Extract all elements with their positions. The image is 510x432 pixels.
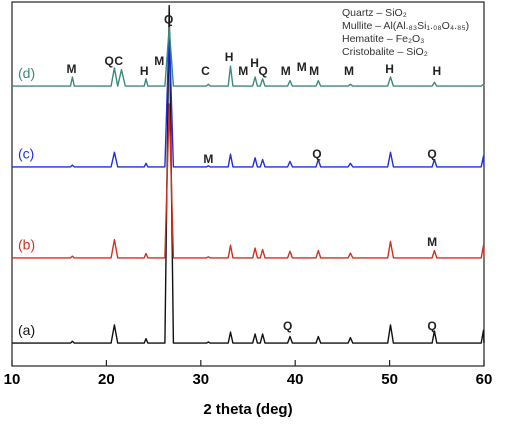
peak-label: M bbox=[309, 64, 319, 78]
x-tick-label: 60 bbox=[476, 371, 493, 388]
trace bbox=[12, 26, 485, 168]
peak-label: Q bbox=[427, 319, 436, 333]
peak-label: M bbox=[154, 54, 164, 68]
trace bbox=[12, 4, 485, 344]
peak-label: Q bbox=[258, 64, 267, 78]
x-tick-label: 50 bbox=[381, 371, 398, 388]
peak-label: M bbox=[297, 60, 307, 74]
x-tick-label: 10 bbox=[4, 371, 21, 388]
plot-frame bbox=[11, 1, 485, 367]
peak-label: M bbox=[281, 64, 291, 78]
x-tick-label: 40 bbox=[287, 371, 304, 388]
x-tick-label: 20 bbox=[98, 371, 115, 388]
series-label: (b) bbox=[18, 237, 35, 253]
peak-label: M bbox=[238, 64, 248, 78]
peak-label: M bbox=[427, 235, 437, 249]
peak-label: C bbox=[114, 54, 123, 68]
peak-label: H bbox=[225, 50, 234, 64]
peak-label: H bbox=[385, 62, 394, 76]
peak-label: M bbox=[344, 64, 354, 78]
series-label: (d) bbox=[18, 65, 35, 81]
peak-label: M bbox=[66, 62, 76, 76]
series-label: (a) bbox=[18, 322, 35, 338]
peak-label: Q bbox=[105, 54, 114, 68]
x-axis-label: 2 theta (deg) bbox=[203, 401, 292, 418]
peak-label: Q bbox=[283, 319, 292, 333]
peak-label: H bbox=[140, 64, 149, 78]
peak-label: Q bbox=[164, 12, 173, 26]
trace bbox=[12, 103, 485, 259]
peak-label: H bbox=[432, 64, 441, 78]
peak-label: C bbox=[201, 64, 210, 78]
peak-label: Q bbox=[427, 147, 436, 161]
series-label: (c) bbox=[18, 146, 34, 162]
legend-text: Cristobalite – SiO₂ bbox=[342, 46, 428, 58]
peak-label: M bbox=[203, 152, 213, 166]
legend-text: Quartz – SiO₂ bbox=[342, 7, 407, 19]
peak-label: Q bbox=[312, 147, 321, 161]
trace bbox=[12, 26, 485, 87]
peak-label: H bbox=[250, 56, 259, 70]
x-tick-label: 30 bbox=[192, 371, 209, 388]
legend-text: Hematite – Fe₂O₃ bbox=[342, 33, 424, 45]
legend-text: Mullite – Al(Al.₈₃Si₁.₀₈O₄.₈₅) bbox=[342, 20, 469, 32]
